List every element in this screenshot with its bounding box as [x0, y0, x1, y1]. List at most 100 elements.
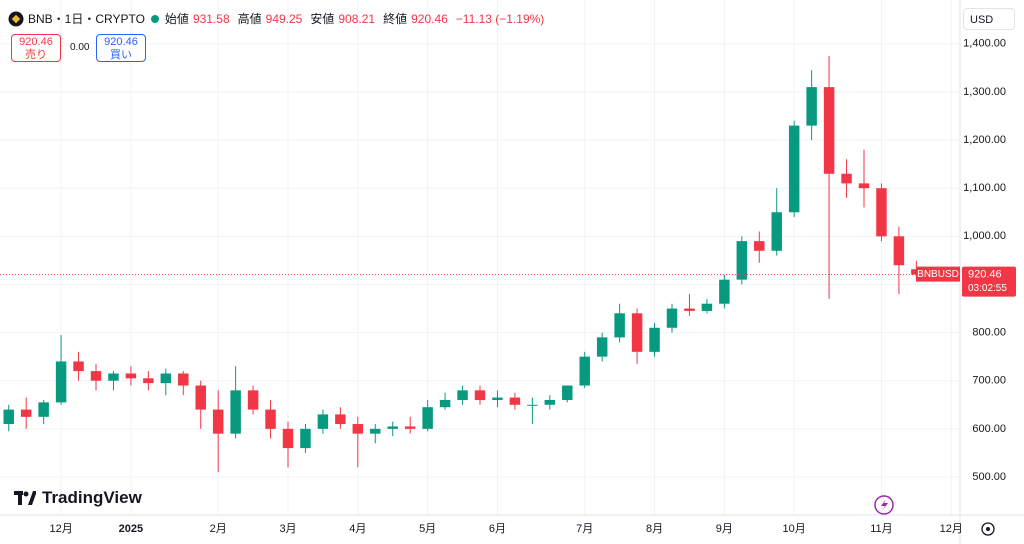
candle-body — [684, 308, 695, 311]
candle-body — [422, 407, 433, 429]
candle-body — [195, 385, 206, 410]
price-tag-value: 920.46 — [968, 269, 1002, 281]
candle-body — [335, 414, 346, 425]
candle-body — [788, 125, 800, 213]
spread: 0.00 — [70, 42, 90, 53]
candle-body — [474, 390, 486, 400]
candle-body — [404, 426, 416, 429]
candle-body — [719, 279, 730, 304]
logo-icon — [14, 491, 36, 505]
candle-body — [178, 373, 189, 386]
candle-body — [38, 402, 49, 417]
y-tick-label: 1,400.00 — [963, 38, 1006, 50]
candle-body — [858, 183, 870, 189]
x-tick-label: 3月 — [279, 523, 296, 535]
candle-body — [666, 308, 678, 328]
x-tick-label: 12月 — [49, 523, 72, 535]
candle-body — [73, 361, 84, 372]
candle-body — [247, 390, 259, 410]
price-tag-countdown: 03:02:55 — [968, 283, 1007, 294]
low-value: 908.21 — [338, 11, 376, 26]
candle-body — [492, 397, 503, 400]
settings-icon-dot — [986, 527, 990, 531]
candle-body — [579, 356, 590, 386]
candle-body — [823, 87, 835, 174]
candle-body — [614, 313, 625, 338]
bnb-icon — [8, 11, 24, 26]
x-tick-label: 7月 — [576, 523, 593, 535]
header: BNB・1日・CRYPTO 始値 931.58 高値 949.25 安値 908.21… — [8, 10, 548, 27]
x-tick-label: 4月 — [349, 523, 366, 535]
symbol-tag-text: BNBUSD — [917, 269, 959, 280]
candle-body — [596, 337, 608, 357]
candle-body — [212, 409, 224, 434]
candle-body — [754, 241, 765, 251]
lightning-icon[interactable] — [874, 495, 894, 515]
candle-body — [841, 173, 852, 184]
settings-icon[interactable] — [981, 522, 995, 536]
candle-body — [3, 409, 14, 425]
buy-button[interactable]: 920.46 買い — [96, 34, 146, 62]
candle-body — [527, 404, 538, 406]
x-tick-label: 6月 — [489, 523, 506, 535]
candle-body — [370, 428, 381, 434]
candle-body — [736, 241, 748, 280]
x-tick-label: 8月 — [646, 523, 663, 535]
candle-body — [125, 373, 137, 379]
x-tick-label: 10月 — [783, 523, 806, 535]
lightning-bolt — [881, 499, 888, 511]
y-tick-label: 600.00 — [972, 423, 1006, 435]
sell-button[interactable]: 920.46 売り — [11, 34, 61, 62]
candle-body — [300, 428, 311, 449]
candle-body — [90, 371, 102, 381]
logo: TradingView — [14, 488, 142, 508]
candle-body — [806, 87, 817, 126]
candle-body — [55, 361, 67, 403]
candle-body — [317, 414, 329, 429]
symbol-tag — [916, 266, 960, 282]
candle-body — [20, 409, 32, 417]
price-tag — [962, 266, 1016, 297]
candle-body — [649, 327, 660, 352]
candle-body — [876, 188, 887, 237]
candle-body — [562, 385, 573, 400]
currency-selector[interactable]: USD — [963, 8, 1015, 30]
x-tick-label: 12月 — [940, 523, 963, 535]
x-tick-label: 5月 — [419, 523, 436, 535]
candle-body — [509, 397, 521, 405]
x-tick-label: 2025 — [119, 523, 143, 535]
buy-label: 買い — [110, 49, 132, 61]
candle-body — [265, 409, 276, 429]
open-label: 始値 — [164, 12, 189, 26]
close-label: 終値 — [383, 12, 408, 26]
x-tick-label: 11月 — [870, 523, 892, 535]
candle-body — [457, 390, 468, 400]
candle-body — [544, 399, 556, 405]
candle-body — [282, 428, 294, 449]
y-tick-label: 1,100.00 — [963, 182, 1006, 194]
y-tick-label: 500.00 — [972, 471, 1006, 483]
candle-body — [701, 303, 713, 311]
candle-body — [771, 212, 782, 251]
y-tick-label: 700.00 — [972, 375, 1006, 387]
close-value: 920.46 — [411, 11, 448, 26]
candle-body — [230, 390, 241, 434]
y-tick-label: 1,300.00 — [963, 86, 1006, 98]
buy-price: 920.46 — [104, 36, 138, 48]
candle-body — [143, 378, 154, 384]
candle-body — [352, 424, 364, 434]
candle-body — [893, 236, 905, 266]
candle-body — [387, 426, 398, 429]
symbol[interactable]: BNB・1日・CRYPTO — [28, 12, 145, 26]
open-value: 931.58 — [192, 11, 230, 26]
y-tick-label: 1,200.00 — [963, 134, 1006, 146]
y-tick-label: 1,000.00 — [963, 230, 1006, 242]
candle-body — [160, 373, 172, 384]
status-dot — [150, 14, 159, 23]
candle-body — [631, 313, 643, 352]
x-tick-label: 9月 — [716, 523, 733, 535]
x-tick-label: 2月 — [210, 523, 227, 535]
high-label: 高値 — [237, 12, 262, 26]
